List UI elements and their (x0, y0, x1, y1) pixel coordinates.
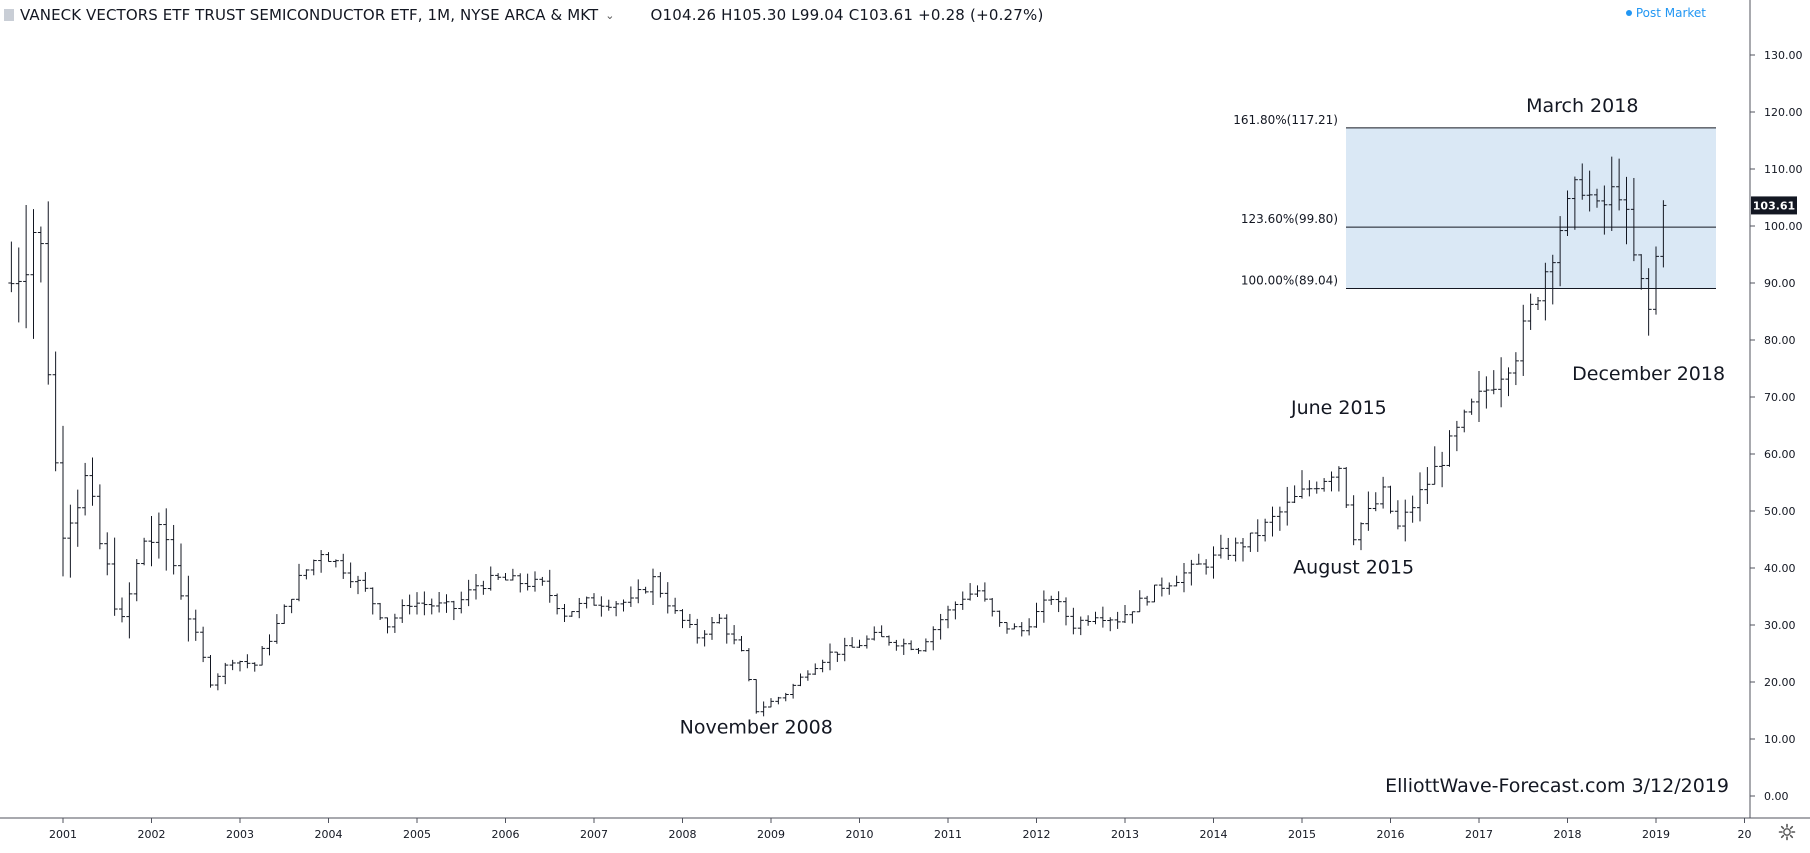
fib-level-label: 161.80%(117.21) (1233, 113, 1338, 127)
last-price-tag (1751, 196, 1797, 215)
wave-annotation: November 2008 (680, 716, 833, 738)
price-axis-label: 100.00 (1764, 220, 1803, 233)
time-axis-label: 2013 (1111, 828, 1139, 841)
post-market-dot-icon (1625, 10, 1632, 16)
chevron-down-icon[interactable]: ⌄ (605, 8, 615, 22)
time-axis-label: 2008 (669, 828, 697, 841)
fib-level-label: 123.60%(99.80) (1241, 212, 1338, 226)
price-axis-label: 30.00 (1764, 619, 1796, 632)
time-axis-label: 2006 (492, 828, 520, 841)
symbol-title[interactable]: VANECK VECTORS ETF TRUST SEMICONDUCTOR E… (20, 6, 599, 24)
time-axis-label: 2010 (846, 828, 874, 841)
fib-extension-zone (1346, 127, 1716, 289)
wave-annotation: August 2015 (1293, 557, 1414, 579)
wave-annotation: June 2015 (1290, 397, 1387, 419)
price-axis-label: 50.00 (1764, 505, 1796, 518)
time-axis-label: 2003 (226, 828, 254, 841)
price-axis-label: 130.00 (1764, 49, 1803, 62)
time-axis-label: 2015 (1288, 828, 1316, 841)
price-axis-label: 0.00 (1764, 790, 1789, 803)
wave-annotation: March 2018 (1526, 95, 1638, 117)
time-axis-label: 2012 (1023, 828, 1051, 841)
time-axis-label: 2004 (315, 828, 343, 841)
time-axis-label: 20 (1738, 828, 1752, 841)
time-axis-label: 2018 (1554, 828, 1582, 841)
time-axis-label: 2016 (1377, 828, 1405, 841)
time-axis-label: 2005 (403, 828, 431, 841)
symbol-header: VANECK VECTORS ETF TRUST SEMICONDUCTOR E… (0, 0, 1080, 30)
time-axis-label: 2007 (580, 828, 608, 841)
fib-level-label: 100.00%(89.04) (1241, 273, 1338, 287)
price-axis-label: 40.00 (1764, 562, 1796, 575)
time-axis-label: 2001 (49, 828, 77, 841)
time-axis-label: 2002 (138, 828, 166, 841)
price-axis-label: 120.00 (1764, 106, 1803, 119)
time-axis-label: 2019 (1642, 828, 1670, 841)
ohlc-values: O104.26 H105.30 L99.04 C103.61 +0.28 (+0… (650, 6, 1044, 24)
time-axis-label: 2009 (757, 828, 785, 841)
price-axis-label: 110.00 (1764, 163, 1803, 176)
gear-icon[interactable] (1778, 823, 1796, 841)
wave-annotation: December 2018 (1572, 363, 1725, 385)
price-axis-label: 20.00 (1764, 676, 1796, 689)
price-axis-label: 80.00 (1764, 334, 1796, 347)
post-market-label: Post Market (1635, 6, 1706, 20)
watermark-text: ElliottWave-Forecast.com 3/12/2019 (1385, 775, 1729, 797)
price-axis-label: 10.00 (1764, 733, 1796, 746)
time-axis-label: 2014 (1200, 828, 1228, 841)
price-axis-label: 90.00 (1764, 277, 1796, 290)
time-axis-label: 2017 (1465, 828, 1493, 841)
time-axis-label: 2011 (934, 828, 962, 841)
symbol-flag-icon[interactable] (4, 9, 14, 21)
price-axis-label: 70.00 (1764, 391, 1796, 404)
price-axis-label: 60.00 (1764, 448, 1796, 461)
last-price-label: 103.61 (1753, 199, 1795, 212)
post-market-indicator[interactable]: Post Market (1625, 6, 1706, 20)
